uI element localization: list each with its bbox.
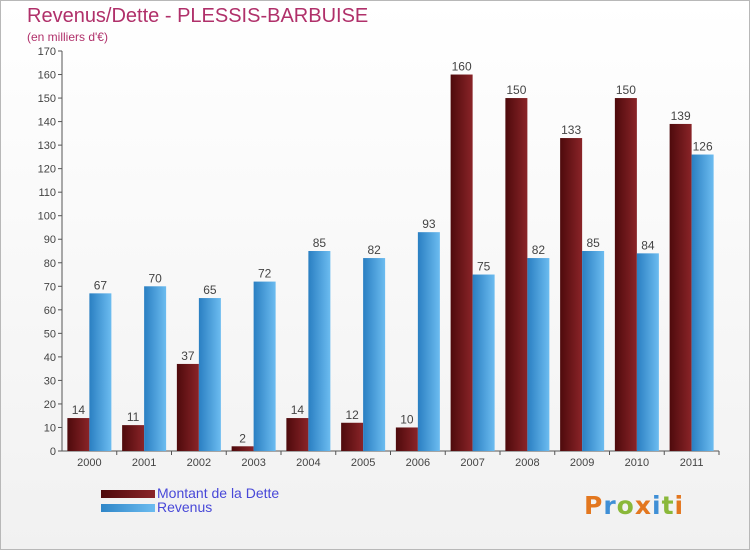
y-tick-label: 160 bbox=[38, 70, 56, 82]
y-tick-label: 80 bbox=[44, 258, 56, 270]
bar-debt bbox=[176, 363, 199, 451]
data-label-revenue: 75 bbox=[477, 260, 491, 274]
y-tick-label: 90 bbox=[44, 234, 56, 246]
data-label-debt: 10 bbox=[400, 412, 414, 426]
legend-label-debt: Montant de la Dette bbox=[157, 485, 280, 501]
legend-swatch-debt bbox=[101, 490, 155, 498]
data-label-debt: 139 bbox=[671, 109, 691, 123]
x-tick-label: 2007 bbox=[460, 457, 484, 469]
y-tick-label: 140 bbox=[38, 117, 56, 129]
data-label-revenue: 82 bbox=[367, 243, 381, 257]
data-label-debt: 2 bbox=[239, 431, 246, 445]
y-tick-label: 10 bbox=[44, 422, 56, 434]
bar-debt bbox=[614, 98, 637, 451]
logo-letter: x bbox=[634, 491, 652, 520]
bar-debt bbox=[560, 138, 583, 451]
chart-subtitle: (en milliers d'€) bbox=[27, 30, 108, 44]
logo-letter: o bbox=[616, 491, 635, 520]
chart-title: Revenus/Dette - PLESSIS-BARBUISE bbox=[27, 5, 369, 27]
y-tick-label: 60 bbox=[44, 305, 56, 317]
bar-debt bbox=[505, 98, 528, 451]
data-label-revenue: 84 bbox=[641, 238, 655, 252]
logo-letter: i bbox=[674, 491, 685, 520]
x-tick-label: 2006 bbox=[406, 457, 430, 469]
bar-revenue bbox=[89, 293, 112, 451]
data-label-debt: 150 bbox=[616, 83, 636, 97]
logo-letter: P bbox=[584, 491, 604, 520]
proxiti-logo: Proxiti bbox=[584, 491, 684, 520]
y-tick-label: 120 bbox=[38, 164, 56, 176]
legend-label-revenue: Revenus bbox=[157, 499, 213, 515]
data-label-revenue: 85 bbox=[313, 236, 327, 250]
data-label-revenue: 67 bbox=[94, 278, 108, 292]
y-tick-label: 130 bbox=[38, 140, 56, 152]
y-tick-label: 170 bbox=[38, 46, 56, 58]
data-label-debt: 160 bbox=[452, 60, 472, 74]
bar-revenue bbox=[472, 274, 495, 451]
y-tick-label: 40 bbox=[44, 352, 56, 364]
x-tick-label: 2000 bbox=[77, 457, 101, 469]
data-label-revenue: 82 bbox=[532, 243, 546, 257]
x-tick-label: 2009 bbox=[570, 457, 594, 469]
bar-debt bbox=[122, 425, 145, 451]
y-tick-label: 150 bbox=[38, 93, 56, 105]
bar-debt bbox=[231, 446, 254, 451]
data-label-debt: 14 bbox=[72, 403, 86, 417]
bar-revenue bbox=[253, 281, 276, 451]
x-tick-label: 2010 bbox=[625, 457, 649, 469]
logo-letter: i bbox=[652, 491, 662, 520]
logo-letter: r bbox=[603, 491, 617, 520]
data-label-revenue: 70 bbox=[148, 271, 162, 285]
bar-revenue bbox=[144, 286, 167, 451]
bar-debt bbox=[286, 418, 309, 451]
data-label-debt: 14 bbox=[291, 403, 305, 417]
data-label-debt: 11 bbox=[127, 410, 140, 424]
data-label-debt: 37 bbox=[181, 349, 195, 363]
bar-debt bbox=[67, 418, 90, 451]
x-tick-label: 2003 bbox=[241, 457, 265, 469]
x-tick-label: 2004 bbox=[296, 457, 320, 469]
x-tick-label: 2005 bbox=[351, 457, 375, 469]
data-label-debt: 133 bbox=[561, 123, 581, 137]
y-tick-label: 110 bbox=[38, 187, 56, 199]
bar-revenue bbox=[582, 251, 605, 451]
data-label-revenue: 93 bbox=[422, 217, 436, 231]
x-tick-label: 2002 bbox=[187, 457, 211, 469]
data-label-revenue: 126 bbox=[693, 140, 713, 154]
x-tick-label: 2008 bbox=[515, 457, 539, 469]
bar-revenue bbox=[691, 154, 714, 451]
y-tick-label: 70 bbox=[44, 281, 56, 293]
x-tick-label: 2011 bbox=[680, 457, 704, 469]
y-tick-label: 20 bbox=[44, 399, 56, 411]
y-tick-label: 50 bbox=[44, 328, 56, 340]
bar-debt bbox=[341, 422, 364, 451]
data-label-debt: 12 bbox=[345, 408, 359, 422]
data-label-revenue: 72 bbox=[258, 267, 272, 281]
bar-debt bbox=[395, 427, 418, 451]
bar-revenue bbox=[636, 253, 659, 451]
bar-revenue bbox=[417, 232, 440, 451]
legend-swatch-revenue bbox=[101, 504, 155, 512]
bar-revenue bbox=[527, 258, 550, 451]
y-tick-label: 30 bbox=[44, 375, 56, 387]
logo-letter: t bbox=[661, 491, 675, 520]
data-label-revenue: 85 bbox=[586, 236, 600, 250]
bar-debt bbox=[450, 74, 473, 451]
y-tick-label: 0 bbox=[50, 446, 56, 458]
bar-debt bbox=[669, 123, 692, 452]
bar-revenue bbox=[363, 258, 386, 451]
data-label-revenue: 65 bbox=[203, 283, 217, 297]
bar-revenue bbox=[308, 251, 331, 451]
y-tick-label: 100 bbox=[38, 211, 56, 223]
x-tick-label: 2001 bbox=[132, 457, 156, 469]
bar-revenue bbox=[198, 298, 221, 451]
data-label-debt: 150 bbox=[506, 83, 526, 97]
